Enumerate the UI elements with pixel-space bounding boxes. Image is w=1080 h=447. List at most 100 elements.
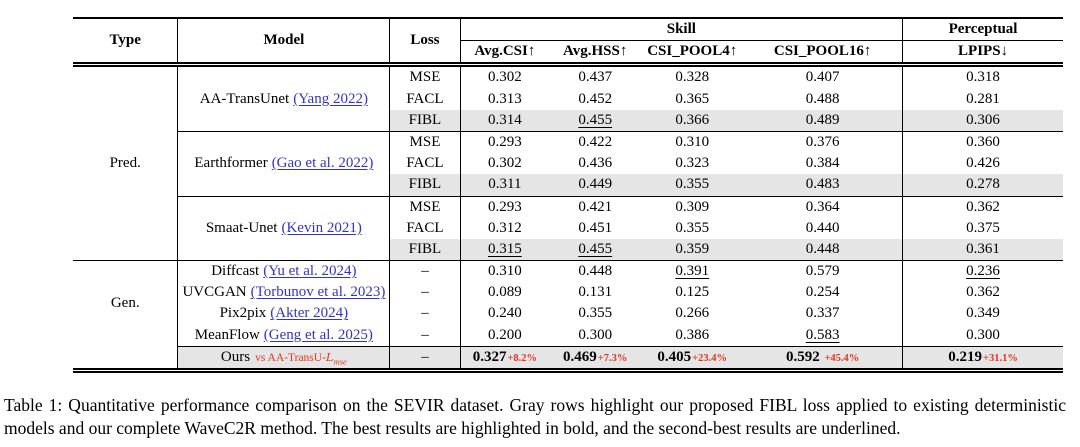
value-cell: 0.355	[675, 219, 710, 236]
col-header-csi-pool16: CSI_POOL16↑	[743, 40, 904, 68]
value-cell: 0.364	[743, 195, 904, 218]
group-label-gen: Gen.	[73, 260, 179, 347]
table-row: FACL 0.312 0.451 0.355 0.440 0.375	[73, 217, 1063, 239]
value-cell: 0.313	[488, 90, 522, 107]
value-cell: 0.293	[460, 130, 550, 154]
col-group-skill: Skill	[460, 17, 904, 42]
model-cell: AA-TransUnet (Yang 2022)	[177, 64, 391, 132]
value-cell: 0.254	[743, 282, 904, 304]
table-row-shaded: FIBL 0.315 0.455 0.359 0.448 0.361	[73, 238, 1063, 261]
value-cell: 0.349	[966, 305, 1000, 322]
loss-cell: –	[389, 345, 461, 374]
loss-cell: –	[389, 260, 461, 283]
value-cell: 0.469+7.3%	[549, 345, 642, 374]
value-cell: 0.376	[743, 130, 904, 154]
value-cell: 0.421	[549, 195, 642, 218]
value-cell: 0.448	[549, 260, 642, 283]
model-cell: Smaat-Unet (Kevin 2021)	[177, 195, 391, 261]
model-name: Earthformer	[194, 155, 268, 172]
citation-link[interactable]: (Akter 2024)	[270, 305, 349, 322]
improvement-delta: +45.4%	[824, 352, 860, 364]
value-cell: 0.366	[641, 109, 744, 132]
value-cell: 0.592 +45.4%	[743, 345, 904, 374]
value-cell: 0.440	[743, 217, 904, 239]
value-cell: 0.384	[743, 153, 904, 175]
value-cell: 0.437	[578, 69, 613, 86]
col-header-type: Type	[73, 17, 179, 68]
value-cell: 0.327+8.2%	[460, 345, 550, 374]
value-cell: 0.266	[675, 305, 710, 322]
value-cell: 0.583	[743, 324, 904, 347]
loss-cell: –	[389, 303, 461, 325]
value-cell: 0.293	[460, 195, 550, 218]
value-cell: 0.236	[902, 260, 1063, 283]
model-cell: Diffcast (Yu et al. 2024)	[177, 260, 391, 283]
loss-cell: FIBL	[389, 109, 461, 132]
table-row: Pred. AA-TransUnet (Yang 2022) MSE 0.302 …	[73, 64, 1063, 261]
value-cell: 0.448	[743, 238, 904, 261]
model-name: AA-TransUnet	[199, 90, 290, 107]
value-cell: 0.455	[549, 109, 642, 132]
value-cell: 0.426	[966, 155, 1000, 172]
model-name: Diffcast	[211, 263, 260, 280]
value-cell: 0.449	[549, 174, 642, 196]
loss-cell: MSE	[389, 195, 461, 218]
loss-cell: FACL	[389, 88, 461, 110]
citation-link[interactable]: (Yang 2022)	[293, 90, 368, 107]
value-cell: 0.451	[578, 219, 613, 236]
col-group-perceptual: Perceptual	[902, 17, 1063, 42]
table-row: Pix2pix (Akter 2024) – 0.240 0.355 0.266 …	[73, 303, 1063, 325]
value-cell: 0.219+31.1%	[902, 345, 1063, 374]
value-cell: 0.386	[675, 326, 710, 343]
loss-cell: MSE	[389, 64, 461, 89]
model-cell: Pix2pix (Akter 2024)	[177, 303, 391, 325]
value-cell: 0.131	[578, 284, 613, 301]
citation-link[interactable]: (Torbunov et al. 2023)	[250, 284, 386, 301]
value-cell: 0.089	[488, 284, 522, 301]
value-cell: 0.278	[902, 174, 1063, 196]
value-cell: 0.375	[966, 219, 1000, 236]
table-row: Gen. Diffcast (Yu et al. 2024) – 0.310 0.…	[73, 260, 1063, 347]
table-row-shaded: FIBL 0.311 0.449 0.355 0.483 0.278	[73, 174, 1063, 196]
value-cell: 0.240	[488, 305, 522, 322]
citation-link[interactable]: (Kevin 2021)	[281, 219, 362, 236]
table-row-shaded: FIBL 0.314 0.455 0.366 0.489 0.306	[73, 109, 1063, 132]
citation-link[interactable]: (Gao et al. 2022)	[271, 155, 374, 172]
value-cell: 0.309	[641, 195, 744, 218]
loss-cell: –	[389, 282, 461, 304]
value-cell: 0.300	[966, 326, 1000, 343]
table-row: FACL 0.313 0.452 0.365 0.488 0.281	[73, 88, 1063, 110]
col-header-loss: Loss	[389, 17, 461, 68]
header-sub-row: Avg.CSI↑ Avg.HSS↑ CSI_POOL4↑ CSI_POOL16↑…	[73, 40, 1063, 68]
group-label-empty	[73, 346, 179, 374]
value-cell: 0.483	[743, 174, 904, 196]
model-cell: MeanFlow (Geng et al. 2025)	[177, 324, 391, 347]
loss-cell: –	[389, 324, 461, 347]
citation-link[interactable]: (Yu et al. 2024)	[263, 263, 357, 280]
value-cell: 0.488	[743, 88, 904, 110]
value-cell: 0.360	[902, 130, 1063, 154]
results-table: Type Model Loss Skill Perceptual Avg.CSI…	[73, 17, 1063, 374]
value-cell: 0.422	[549, 130, 642, 154]
improvement-delta: +31.1%	[982, 352, 1018, 364]
value-cell: 0.361	[902, 238, 1063, 261]
citation-link[interactable]: (Geng et al. 2025)	[263, 326, 373, 343]
col-header-model: Model	[177, 17, 391, 68]
table-row: FACL 0.302 0.436 0.323 0.384 0.426	[73, 153, 1063, 175]
model-name: UVCGAN	[182, 284, 247, 301]
improvement-delta: +7.3%	[597, 352, 628, 364]
value-cell: 0.311	[460, 174, 550, 196]
value-cell: 0.300	[578, 326, 613, 343]
col-header-avg-hss: Avg.HSS↑	[549, 40, 642, 68]
model-cell: UVCGAN (Torbunov et al. 2023)	[177, 282, 391, 304]
value-cell: 0.314	[460, 109, 550, 132]
value-cell: 0.355	[578, 305, 613, 322]
value-cell: 0.452	[578, 90, 613, 107]
value-cell: 0.579	[743, 260, 904, 283]
loss-cell: FIBL	[389, 174, 461, 196]
value-cell: 0.310	[460, 260, 550, 283]
value-cell: 0.281	[966, 90, 1000, 107]
value-cell: 0.315	[460, 238, 550, 261]
value-cell: 0.489	[743, 109, 904, 132]
